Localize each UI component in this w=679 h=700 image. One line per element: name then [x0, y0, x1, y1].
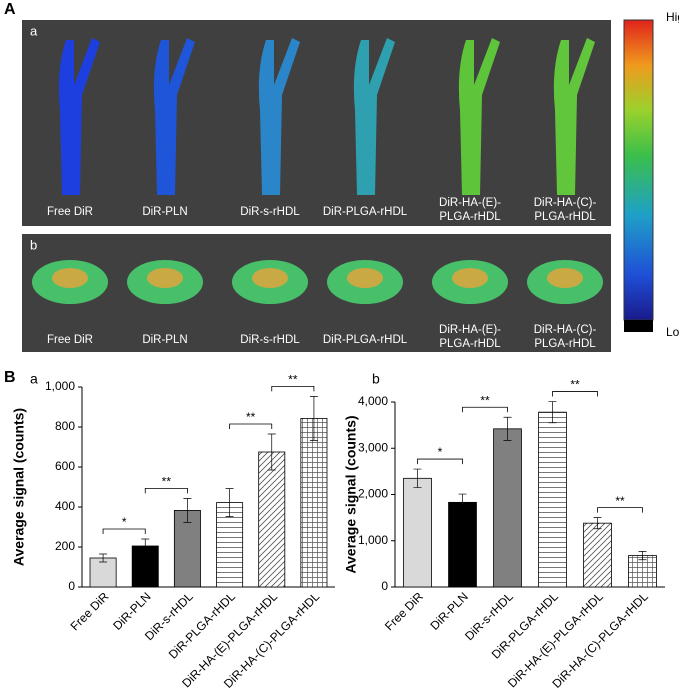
- error-bar: [225, 488, 234, 517]
- image-caption: DiR-HA-(E)-: [439, 197, 501, 209]
- y-tick-label: 400: [55, 499, 75, 513]
- error-bar: [267, 433, 276, 471]
- error-bar: [413, 468, 422, 488]
- chart-title: b: [372, 371, 380, 387]
- error-bar: [548, 401, 557, 424]
- bar: [300, 417, 328, 588]
- vessel: [353, 38, 395, 195]
- significance-label: **: [480, 393, 490, 407]
- colorbar-low-label: Low: [666, 325, 679, 339]
- y-tick-label: 200: [55, 539, 75, 553]
- image-caption: PLGA-rHDL: [534, 338, 596, 350]
- significance-bracket: [144, 488, 188, 494]
- bar: [258, 451, 286, 588]
- y-axis-label: Average signal (counts): [11, 408, 27, 566]
- significance-bracket: [102, 528, 146, 534]
- kidney-hot: [547, 268, 583, 288]
- image-caption: DiR-PLGA-rHDL: [323, 334, 408, 346]
- y-tick-label: 0: [68, 579, 75, 593]
- image-caption: DiR-HA-(E)-: [439, 324, 501, 336]
- panel-label: A: [4, 1, 16, 18]
- vessel: [458, 38, 500, 195]
- colorbar: [623, 19, 654, 321]
- error-bar: [638, 551, 647, 561]
- image-caption: DiR-s-rHDL: [240, 334, 300, 346]
- x-tick-label: DiR-PLN: [110, 589, 153, 632]
- bar: [448, 501, 477, 588]
- image-label: a: [30, 23, 38, 38]
- vessel: [258, 38, 300, 195]
- image-caption: PLGA-rHDL: [439, 211, 501, 223]
- x-tick-label: Free DiR: [68, 589, 112, 633]
- image-caption: DiR-s-rHDL: [240, 206, 300, 218]
- image-panel: [22, 234, 611, 352]
- y-axis-label: Average signal (counts): [343, 415, 359, 573]
- kidney-hot: [347, 268, 383, 288]
- significance-label: **: [570, 378, 580, 392]
- vessel: [553, 38, 595, 195]
- image-panel: [22, 20, 611, 226]
- significance-label: **: [288, 373, 298, 387]
- vessel: [153, 38, 195, 195]
- significance-label: *: [122, 515, 127, 529]
- vessel: [58, 38, 100, 195]
- error-bar: [593, 517, 602, 530]
- significance-label: **: [162, 475, 172, 489]
- error-bar: [309, 396, 318, 441]
- significance-bracket: [462, 406, 508, 413]
- significance-bracket: [271, 386, 315, 392]
- image-label: b: [30, 237, 37, 252]
- kidney-hot: [452, 268, 488, 288]
- significance-bracket: [552, 391, 598, 397]
- x-tick-label: DiR-PLN: [427, 589, 470, 632]
- image-caption: DiR-PLGA-rHDL: [323, 206, 408, 218]
- significance-label: *: [438, 445, 443, 459]
- y-tick-label: 1,000: [358, 533, 388, 547]
- y-tick-label: 3,000: [358, 440, 388, 454]
- bar: [216, 502, 244, 588]
- bar: [583, 522, 612, 588]
- kidney-hot: [147, 268, 183, 288]
- image-caption: Free DiR: [47, 334, 93, 346]
- y-tick-label: 0: [381, 579, 388, 593]
- significance-bracket: [597, 507, 643, 513]
- bar: [403, 477, 432, 588]
- x-tick-label: Free DiR: [382, 589, 426, 633]
- significance-bracket: [229, 423, 273, 429]
- y-tick-label: 800: [55, 419, 75, 433]
- image-caption: PLGA-rHDL: [439, 338, 501, 350]
- panel-label: B: [4, 369, 16, 386]
- colorbar-high-label: High: [666, 10, 679, 24]
- error-bar: [99, 553, 108, 563]
- image-caption: PLGA-rHDL: [534, 211, 596, 223]
- error-bar: [183, 498, 192, 523]
- kidney-hot: [52, 268, 88, 288]
- error-bar: [141, 538, 150, 554]
- image-caption: DiR-PLN: [142, 206, 187, 218]
- y-tick-label: 4,000: [358, 394, 388, 408]
- y-tick-label: 2,000: [358, 487, 388, 501]
- bar: [173, 509, 201, 588]
- bar: [628, 555, 657, 588]
- significance-bracket: [417, 458, 463, 465]
- error-bar: [503, 416, 512, 441]
- chart-title: a: [30, 371, 38, 387]
- image-caption: DiR-HA-(C)-: [534, 324, 597, 336]
- y-tick-label: 1,000: [45, 379, 75, 393]
- y-tick-label: 600: [55, 459, 75, 473]
- image-caption: DiR-PLN: [142, 334, 187, 346]
- significance-label: **: [615, 494, 625, 508]
- image-caption: DiR-HA-(C)-: [534, 197, 597, 209]
- bar: [538, 411, 567, 588]
- colorbar-low: [624, 320, 653, 332]
- image-caption: Free DiR: [47, 206, 93, 218]
- bar: [89, 557, 117, 588]
- bar: [493, 428, 522, 588]
- significance-label: **: [246, 410, 256, 424]
- error-bar: [458, 493, 467, 512]
- kidney-hot: [252, 268, 288, 288]
